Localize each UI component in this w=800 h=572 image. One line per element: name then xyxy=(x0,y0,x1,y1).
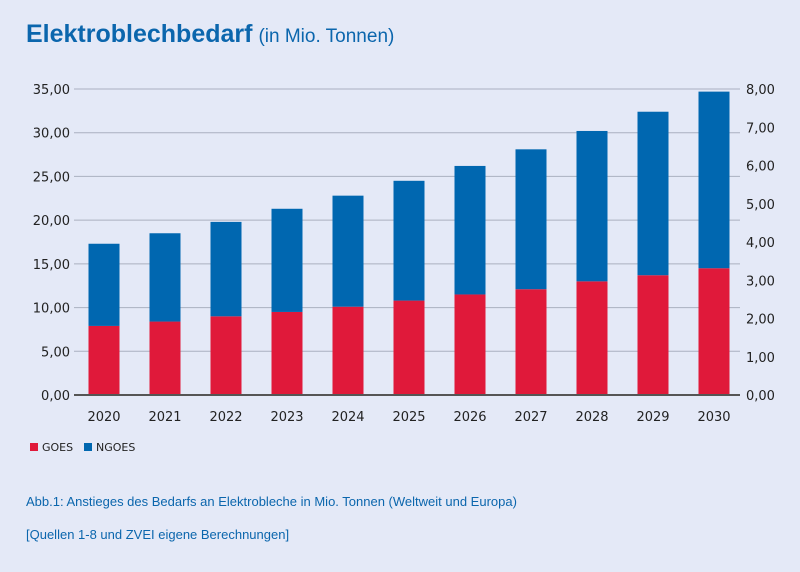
bar-goes xyxy=(698,268,730,395)
figure-caption: Abb.1: Anstieges des Bedarfs an Elektrob… xyxy=(26,494,517,509)
bar-ngoes xyxy=(210,221,242,317)
legend-swatch-ngoes xyxy=(84,443,92,451)
bar-ngoes xyxy=(393,180,425,301)
bar-goes xyxy=(88,325,120,395)
bar-ngoes xyxy=(515,149,547,290)
y2-tick-label: 4,00 xyxy=(746,236,775,251)
legend-swatch-goes xyxy=(30,443,38,451)
bar-ngoes xyxy=(271,208,303,312)
bar-ngoes xyxy=(637,111,669,276)
bar-ngoes xyxy=(698,91,730,269)
bar-ngoes xyxy=(332,195,364,307)
bar-ngoes xyxy=(454,165,486,295)
x-tick-label: 2023 xyxy=(270,410,303,425)
x-tick-label: 2022 xyxy=(209,410,242,425)
x-tick-label: 2029 xyxy=(636,410,669,425)
title-unit: (in Mio. Tonnen) xyxy=(258,26,395,47)
x-tick-label: 2027 xyxy=(514,410,547,425)
bar-goes xyxy=(637,275,669,395)
x-tick-label: 2020 xyxy=(87,410,120,425)
x-tick-label: 2028 xyxy=(575,410,608,425)
bar-goes xyxy=(271,311,303,395)
bar-goes xyxy=(393,300,425,395)
y2-tick-label: 6,00 xyxy=(746,160,775,175)
legend-label-goes: GOES xyxy=(42,441,73,454)
bar-goes xyxy=(454,294,486,395)
bar-goes xyxy=(515,289,547,395)
y2-tick-label: 0,00 xyxy=(746,389,775,404)
x-tick-label: 2025 xyxy=(392,410,425,425)
y2-tick-label: 2,00 xyxy=(746,313,775,328)
y2-tick-label: 8,00 xyxy=(746,83,775,98)
bar-ngoes xyxy=(576,130,608,282)
x-tick-label: 2026 xyxy=(453,410,486,425)
y-tick-label: 25,00 xyxy=(33,170,70,185)
y-tick-label: 20,00 xyxy=(33,214,70,229)
bar-goes xyxy=(210,316,242,395)
y2-tick-label: 1,00 xyxy=(746,351,775,366)
y-tick-label: 10,00 xyxy=(33,302,70,317)
y-tick-label: 35,00 xyxy=(33,83,70,98)
x-tick-label: 2030 xyxy=(697,410,730,425)
bar-ngoes xyxy=(88,243,120,326)
legend-label-ngoes: NGOES xyxy=(96,441,135,454)
y-tick-label: 15,00 xyxy=(33,258,70,273)
bar-goes xyxy=(332,306,364,395)
y-tick-label: 30,00 xyxy=(33,127,70,142)
y2-tick-label: 7,00 xyxy=(746,121,775,136)
chart-title: Elektroblechbedarf (in Mio. Tonnen) xyxy=(26,20,394,49)
bar-goes xyxy=(149,321,181,395)
y-tick-label: 0,00 xyxy=(41,389,70,404)
x-tick-label: 2024 xyxy=(331,410,364,425)
y2-tick-label: 3,00 xyxy=(746,274,775,289)
bar-goes xyxy=(576,281,608,395)
y2-tick-label: 5,00 xyxy=(746,198,775,213)
y-tick-label: 5,00 xyxy=(41,345,70,360)
bar-ngoes xyxy=(149,233,181,322)
source-caption: [Quellen 1-8 und ZVEI eigene Berechnunge… xyxy=(26,527,290,542)
x-tick-label: 2021 xyxy=(148,410,181,425)
title-text: Elektroblechbedarf xyxy=(26,20,253,48)
